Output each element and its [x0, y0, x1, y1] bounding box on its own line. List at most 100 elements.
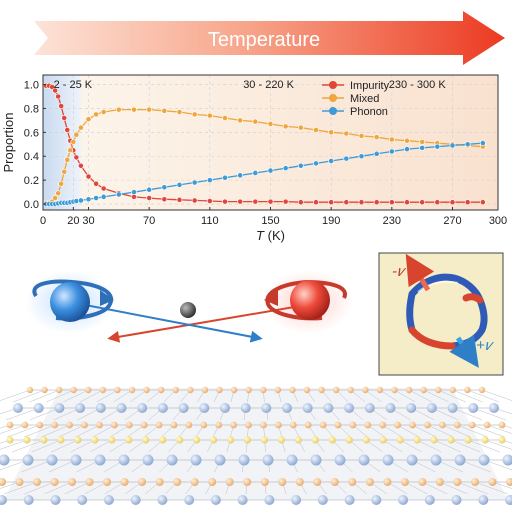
x-axis-unit: (K): [264, 228, 285, 243]
lattice-atom: [398, 495, 409, 505]
lattice-bond: [501, 424, 512, 429]
lattice-atom: [210, 495, 221, 505]
scattering-illustration: [25, 270, 353, 343]
lattice-atom: [506, 478, 512, 486]
lattice-bond: [0, 481, 20, 489]
lattice-atom: [278, 478, 287, 486]
legend-label: Phonon: [350, 106, 388, 118]
lattice-atom: [478, 386, 486, 394]
data-point: [131, 106, 137, 113]
lattice-bond: [29, 389, 60, 403]
red-rotation-icon: [265, 279, 347, 321]
lattice-atom: [54, 403, 65, 413]
data-point: [267, 167, 274, 174]
lattice-atom: [358, 454, 370, 466]
lattice-bond: [4, 481, 38, 495]
lattice-atom: [95, 403, 106, 413]
lattice-atom: [483, 421, 491, 429]
lattice-atom: [155, 478, 164, 486]
lattice-atom: [424, 495, 435, 505]
data-point: [55, 93, 62, 100]
data-point: [282, 123, 289, 130]
lattice-atom: [426, 403, 437, 413]
lattice-atom: [23, 495, 34, 505]
data-point: [67, 147, 74, 154]
lattice-atom: [6, 436, 14, 444]
lattice-atom: [260, 478, 269, 486]
lattice-bond: [0, 407, 19, 415]
data-point: [237, 172, 244, 179]
data-point: [404, 199, 410, 206]
data-point: [222, 198, 228, 205]
data-point: [100, 109, 107, 115]
data-point: [252, 118, 259, 125]
data-point: [449, 199, 456, 206]
data-point: [206, 198, 213, 204]
data-point: [388, 136, 395, 143]
lattice-bond: [29, 407, 60, 421]
lattice-atom: [142, 454, 154, 466]
data-point: [373, 150, 380, 157]
data-point: [297, 124, 304, 131]
data-point: [222, 174, 228, 181]
data-point: [297, 162, 304, 169]
lattice-atom: [498, 436, 506, 444]
lattice-atom: [303, 386, 311, 394]
blue-trajectory: [79, 303, 263, 343]
lattice-atom: [243, 478, 252, 486]
data-point: [161, 184, 168, 191]
data-point: [115, 191, 122, 198]
lattice-atom: [116, 403, 127, 413]
data-point: [282, 165, 289, 172]
lattice-bond: [408, 389, 433, 403]
lattice-bond: [473, 407, 506, 421]
data-point: [373, 199, 380, 206]
lattice-atom: [143, 386, 150, 394]
data-point: [93, 195, 99, 201]
lattice-atom: [478, 495, 489, 505]
lattice-atom: [310, 454, 322, 466]
lattice-atom: [50, 478, 59, 486]
lattice-atom: [302, 403, 313, 413]
lattice-atom: [311, 436, 319, 444]
inset-minus-label: -𝑣: [392, 263, 407, 280]
data-point: [328, 199, 335, 206]
lattice-bond: [439, 481, 468, 495]
lattice-atom: [260, 421, 267, 429]
lattice-atom: [230, 421, 238, 429]
lattice-atom: [77, 495, 88, 505]
lattice-atom: [319, 421, 327, 429]
x-tick-label: 20: [67, 215, 79, 227]
lattice-bond: [484, 439, 512, 450]
data-point: [146, 186, 153, 193]
lattice-bond: [113, 389, 133, 403]
lattice-atom: [333, 386, 340, 394]
data-point: [252, 198, 259, 205]
lattice-atom: [277, 436, 285, 444]
lattice-atom: [103, 495, 114, 505]
lattice-atom: [481, 436, 489, 444]
lattice-bond: [451, 439, 481, 453]
data-point: [404, 137, 410, 144]
data-point: [358, 153, 365, 160]
lattice-atom: [364, 421, 372, 429]
lattice-atom: [362, 436, 370, 444]
data-point: [176, 196, 183, 203]
lattice-bond: [383, 439, 403, 453]
lattice-atom: [142, 436, 150, 444]
lattice-atom: [264, 495, 275, 505]
lattice-atom: [435, 386, 442, 394]
inset-panel: -𝑣 +𝑣: [378, 252, 504, 376]
lattice-atom: [260, 436, 269, 444]
legend-label: Impurity: [350, 80, 390, 92]
data-point: [64, 156, 71, 163]
data-point: [176, 182, 183, 188]
lattice-atom: [6, 421, 14, 429]
data-point: [206, 177, 213, 184]
data-point: [78, 124, 84, 131]
lattice-atom: [439, 421, 446, 429]
lattice-bond: [96, 389, 118, 403]
data-point: [237, 117, 244, 124]
